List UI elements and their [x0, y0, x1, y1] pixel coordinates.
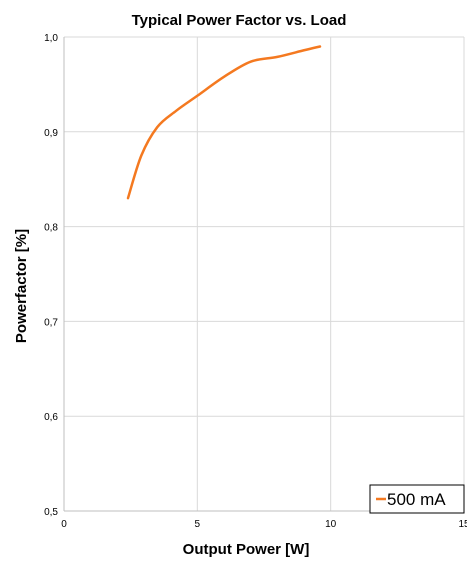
x-axis-title: Output Power [W]: [183, 541, 310, 558]
legend-label-500ma: 500 mA: [387, 490, 446, 509]
y-tick-label: 1,0: [44, 33, 58, 44]
y-tick-label: 0,7: [44, 317, 58, 328]
y-tick-label: 0,9: [44, 128, 58, 139]
x-tick-labels: 0 5 10 15: [61, 519, 467, 530]
y-tick-labels: 0,5 0,6 0,7 0,8 0,9 1,0: [44, 33, 58, 518]
series-lines: [126, 45, 322, 200]
x-tick-label: 5: [195, 519, 201, 530]
x-tick-label: 15: [458, 519, 467, 530]
grid-lines: [64, 36, 465, 511]
x-tick-label: 0: [61, 519, 67, 530]
y-tick-label: 0,6: [44, 412, 58, 423]
chart-title: Typical Power Factor vs. Load: [132, 12, 347, 29]
legend: 500 mA: [369, 484, 465, 514]
x-tick-label: 10: [325, 519, 337, 530]
y-axis-title: Powerfactor [%]: [13, 229, 30, 343]
y-tick-label: 0,8: [44, 223, 58, 234]
series-line-500ma: [126, 45, 322, 200]
legend-box: [369, 484, 465, 514]
y-tick-label: 0,5: [44, 507, 58, 518]
axes: [63, 37, 464, 512]
